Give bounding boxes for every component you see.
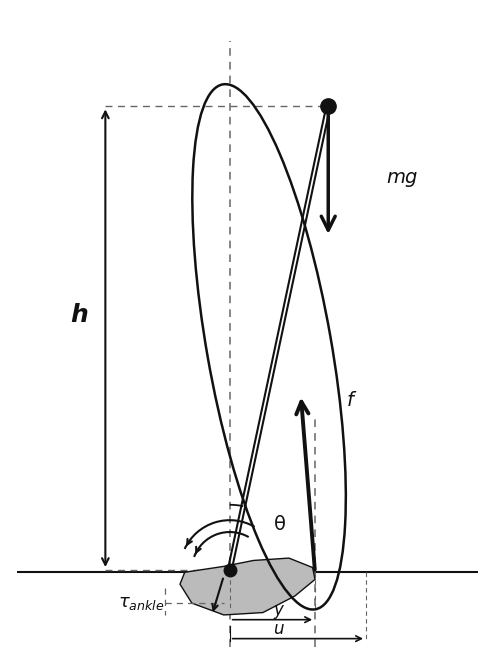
- Text: u: u: [273, 620, 284, 638]
- Text: $\tau_{ankle}$: $\tau_{ankle}$: [118, 594, 164, 612]
- Text: mg: mg: [386, 168, 417, 187]
- Polygon shape: [180, 558, 315, 615]
- Text: f: f: [347, 391, 354, 410]
- Text: y: y: [273, 601, 283, 619]
- Text: h: h: [70, 302, 88, 327]
- Text: θ: θ: [273, 515, 286, 534]
